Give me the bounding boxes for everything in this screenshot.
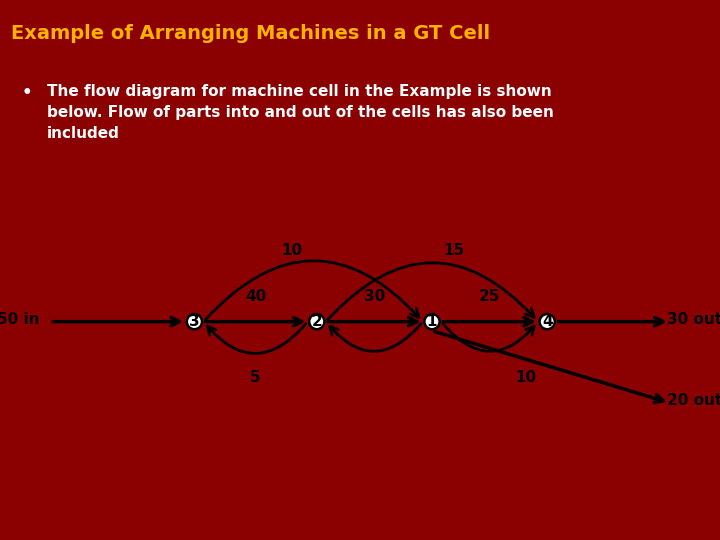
Text: 15: 15 bbox=[443, 243, 464, 258]
Text: •: • bbox=[22, 84, 32, 102]
Ellipse shape bbox=[186, 314, 202, 329]
Text: 20 out: 20 out bbox=[667, 393, 720, 408]
Text: 40: 40 bbox=[245, 289, 266, 303]
Text: 3: 3 bbox=[189, 314, 199, 329]
Text: 25: 25 bbox=[479, 289, 500, 303]
Ellipse shape bbox=[309, 314, 325, 329]
Text: 5: 5 bbox=[251, 370, 261, 385]
Text: 4: 4 bbox=[542, 314, 552, 329]
Text: 2: 2 bbox=[312, 314, 322, 329]
Text: 30 out: 30 out bbox=[667, 312, 720, 327]
Text: 10: 10 bbox=[281, 243, 302, 258]
Text: Example of Arranging Machines in a GT Cell: Example of Arranging Machines in a GT Ce… bbox=[11, 24, 490, 43]
Text: 30: 30 bbox=[364, 289, 385, 303]
Text: 50 in: 50 in bbox=[0, 312, 40, 327]
Ellipse shape bbox=[424, 314, 440, 329]
Text: 1: 1 bbox=[427, 314, 437, 329]
Text: The flow diagram for machine cell in the Example is shown
below. Flow of parts i: The flow diagram for machine cell in the… bbox=[47, 84, 554, 141]
Ellipse shape bbox=[539, 314, 555, 329]
Text: 10: 10 bbox=[515, 370, 536, 385]
